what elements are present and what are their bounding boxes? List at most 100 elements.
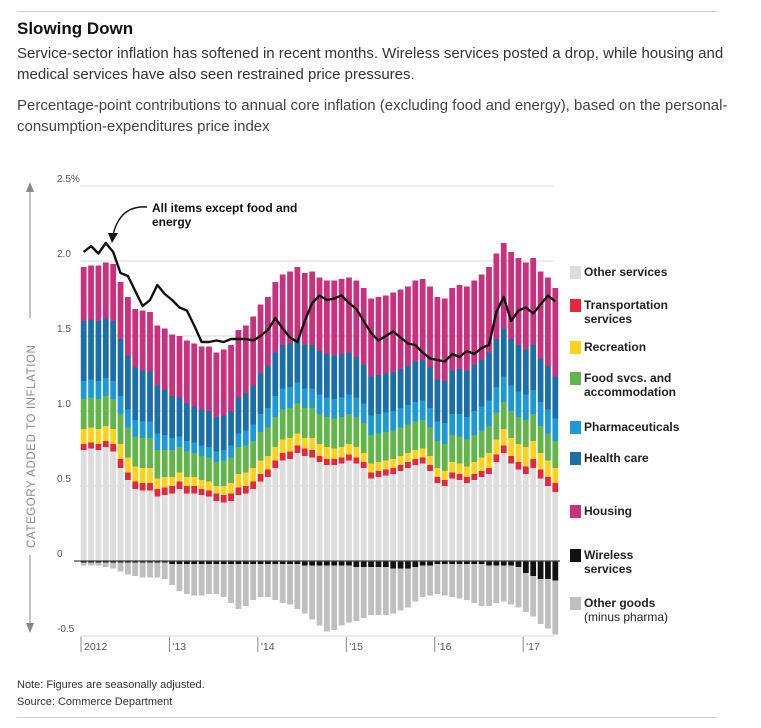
bar-transportation-services xyxy=(515,462,522,470)
bar-housing xyxy=(176,336,183,398)
bar-other-services xyxy=(88,448,94,561)
bar-food-svcs-and-accommodation xyxy=(552,441,559,468)
bar-food-svcs-and-accommodation xyxy=(545,433,551,461)
bar-other-goods-minus-pharma xyxy=(95,562,102,566)
bar-health-care xyxy=(287,343,293,387)
bar-housing xyxy=(220,349,227,416)
bar-other-goods-minus-pharma xyxy=(449,564,456,597)
bar-transportation-services xyxy=(456,474,463,480)
bar-food-svcs-and-accommodation xyxy=(80,399,87,429)
bar-pharmaceuticals xyxy=(279,388,286,410)
bar-transportation-services xyxy=(493,454,500,462)
bar-other-goods-minus-pharma xyxy=(272,564,279,600)
bar-pharmaceuticals xyxy=(353,397,360,417)
bar-health-care xyxy=(375,375,382,414)
bar-other-goods-minus-pharma xyxy=(176,564,183,591)
bar-pharmaceuticals xyxy=(220,450,227,461)
bar-housing xyxy=(198,346,205,410)
bar-health-care xyxy=(338,354,345,398)
bar-food-svcs-and-accommodation xyxy=(390,430,397,459)
bar-health-care xyxy=(323,354,330,398)
bar-other-services xyxy=(397,471,404,561)
bar-other-services xyxy=(471,480,478,561)
bar-other-goods-minus-pharma xyxy=(486,565,492,606)
bar-recreation xyxy=(198,480,205,489)
bar-wireless-services xyxy=(183,561,190,564)
bar-housing xyxy=(427,286,433,368)
bar-other-services xyxy=(478,477,485,561)
bar-other-goods-minus-pharma xyxy=(117,562,124,572)
bar-transportation-services xyxy=(250,481,257,489)
bar-housing xyxy=(235,330,242,398)
bar-wireless-services xyxy=(169,561,175,564)
bar-transportation-services xyxy=(375,471,382,477)
bar-other-goods-minus-pharma xyxy=(405,568,411,608)
bar-pharmaceuticals xyxy=(464,417,470,440)
bar-wireless-services xyxy=(213,561,220,564)
x-tick-label: '15 xyxy=(349,641,363,653)
legend-label: Wireless xyxy=(584,548,634,562)
bar-pharmaceuticals xyxy=(132,420,139,437)
bar-pharmaceuticals xyxy=(139,421,146,438)
bar-other-goods-minus-pharma xyxy=(301,565,308,614)
bar-other-services xyxy=(301,456,308,561)
bar-transportation-services xyxy=(117,459,124,468)
bar-wireless-services xyxy=(139,561,146,563)
bar-transportation-services xyxy=(139,483,146,491)
legend-label: Recreation xyxy=(584,340,646,354)
bar-health-care xyxy=(250,385,257,425)
y-axis-label: CATEGORY ADDED TO INFLATION xyxy=(26,345,38,548)
bar-pharmaceuticals xyxy=(213,451,220,462)
bar-food-svcs-and-accommodation xyxy=(294,403,301,434)
bar-housing xyxy=(405,286,411,366)
y-tick-label: 1.5 xyxy=(57,324,71,335)
bar-other-services xyxy=(213,501,220,561)
bar-housing xyxy=(368,298,374,377)
bar-food-svcs-and-accommodation xyxy=(331,418,338,449)
bar-other-services xyxy=(486,474,492,561)
y-tick-label: 0 xyxy=(57,549,63,560)
bar-transportation-services xyxy=(235,487,242,495)
bar-transportation-services xyxy=(552,483,559,492)
bar-housing xyxy=(464,286,470,371)
bar-health-care xyxy=(405,366,411,405)
bar-recreation xyxy=(478,457,485,471)
bar-transportation-services xyxy=(265,469,271,477)
bar-food-svcs-and-accommodation xyxy=(147,438,153,468)
bar-transportation-services xyxy=(390,468,397,474)
bar-food-svcs-and-accommodation xyxy=(301,408,308,438)
bar-transportation-services xyxy=(176,481,183,489)
bar-recreation xyxy=(242,472,249,486)
bar-recreation xyxy=(390,459,397,468)
bar-wireless-services xyxy=(250,561,257,564)
line-all-items-except-food-and-energy xyxy=(82,241,557,363)
y-tick-label: -0.5 xyxy=(57,624,75,635)
bar-housing xyxy=(242,325,249,393)
bar-food-svcs-and-accommodation xyxy=(375,433,382,462)
legend-label: (minus pharma) xyxy=(584,610,668,624)
bar-transportation-services xyxy=(419,457,426,464)
bar-wireless-services xyxy=(191,561,198,564)
bar-health-care xyxy=(427,367,433,408)
bar-transportation-services xyxy=(486,468,492,474)
bar-other-services xyxy=(338,463,345,561)
bar-wireless-services xyxy=(161,561,168,563)
bar-pharmaceuticals xyxy=(272,396,279,417)
bar-health-care xyxy=(493,339,500,387)
bar-pharmaceuticals xyxy=(427,408,433,428)
bar-wireless-services xyxy=(331,561,338,566)
bar-other-goods-minus-pharma xyxy=(88,562,94,566)
bar-food-svcs-and-accommodation xyxy=(125,427,131,458)
bar-housing xyxy=(279,274,286,345)
bar-wireless-services xyxy=(405,561,411,569)
bar-health-care xyxy=(331,355,338,399)
y-tick-label: 2.0 xyxy=(57,249,71,260)
bar-other-goods-minus-pharma xyxy=(242,564,249,606)
bar-housing xyxy=(552,288,559,377)
bar-other-services xyxy=(500,453,507,561)
bar-transportation-services xyxy=(368,472,374,479)
bar-recreation xyxy=(508,438,514,456)
bar-other-goods-minus-pharma xyxy=(412,567,419,602)
footnote: Note: Figures are seasonally adjusted. xyxy=(17,679,205,691)
bar-food-svcs-and-accommodation xyxy=(405,424,411,453)
